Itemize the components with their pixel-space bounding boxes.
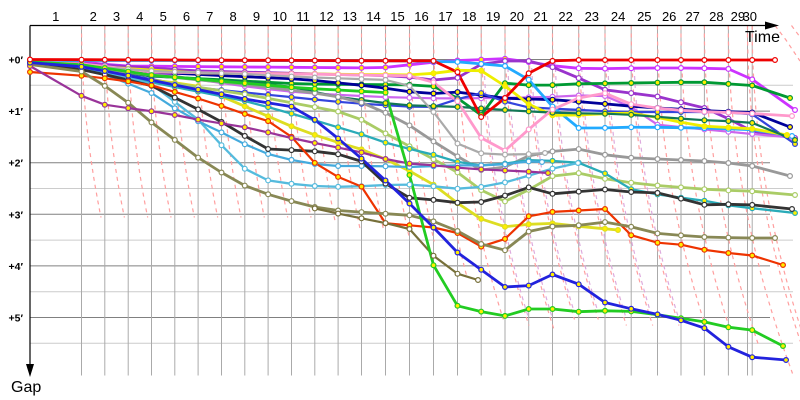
svg-text:3: 3	[113, 9, 120, 24]
svg-text:24: 24	[611, 9, 625, 24]
svg-text:17: 17	[438, 9, 452, 24]
svg-text:5: 5	[160, 9, 167, 24]
svg-text:4: 4	[136, 9, 143, 24]
svg-text:30: 30	[743, 9, 757, 24]
svg-text:1: 1	[52, 9, 59, 24]
svg-text:7: 7	[206, 9, 213, 24]
svg-text:16: 16	[414, 9, 428, 24]
svg-text:13: 13	[343, 9, 357, 24]
svg-text:15: 15	[390, 9, 404, 24]
svg-text:18: 18	[462, 9, 476, 24]
svg-text:28: 28	[709, 9, 723, 24]
svg-text:22: 22	[558, 9, 572, 24]
svg-text:26: 26	[662, 9, 676, 24]
svg-text:6: 6	[183, 9, 190, 24]
svg-text:Time: Time	[745, 29, 780, 46]
svg-text:11: 11	[296, 9, 310, 24]
svg-text:12: 12	[319, 9, 333, 24]
svg-text:14: 14	[366, 9, 380, 24]
svg-text:19: 19	[486, 9, 500, 24]
svg-text:9: 9	[253, 9, 260, 24]
svg-text:23: 23	[585, 9, 599, 24]
svg-text:+1′: +1′	[9, 106, 24, 118]
svg-text:29: 29	[731, 9, 745, 24]
svg-text:8: 8	[229, 9, 236, 24]
svg-text:27: 27	[685, 9, 699, 24]
svg-text:+4′: +4′	[9, 261, 24, 273]
svg-text:+2′: +2′	[9, 158, 24, 170]
svg-text:10: 10	[273, 9, 287, 24]
svg-text:21: 21	[533, 9, 547, 24]
svg-text:25: 25	[637, 9, 651, 24]
svg-text:2: 2	[90, 9, 97, 24]
svg-text:+3′: +3′	[9, 209, 24, 221]
svg-text:20: 20	[510, 9, 524, 24]
svg-text:Gap: Gap	[11, 379, 41, 396]
svg-text:+5′: +5′	[9, 313, 24, 325]
svg-text:+0′: +0′	[9, 55, 24, 67]
